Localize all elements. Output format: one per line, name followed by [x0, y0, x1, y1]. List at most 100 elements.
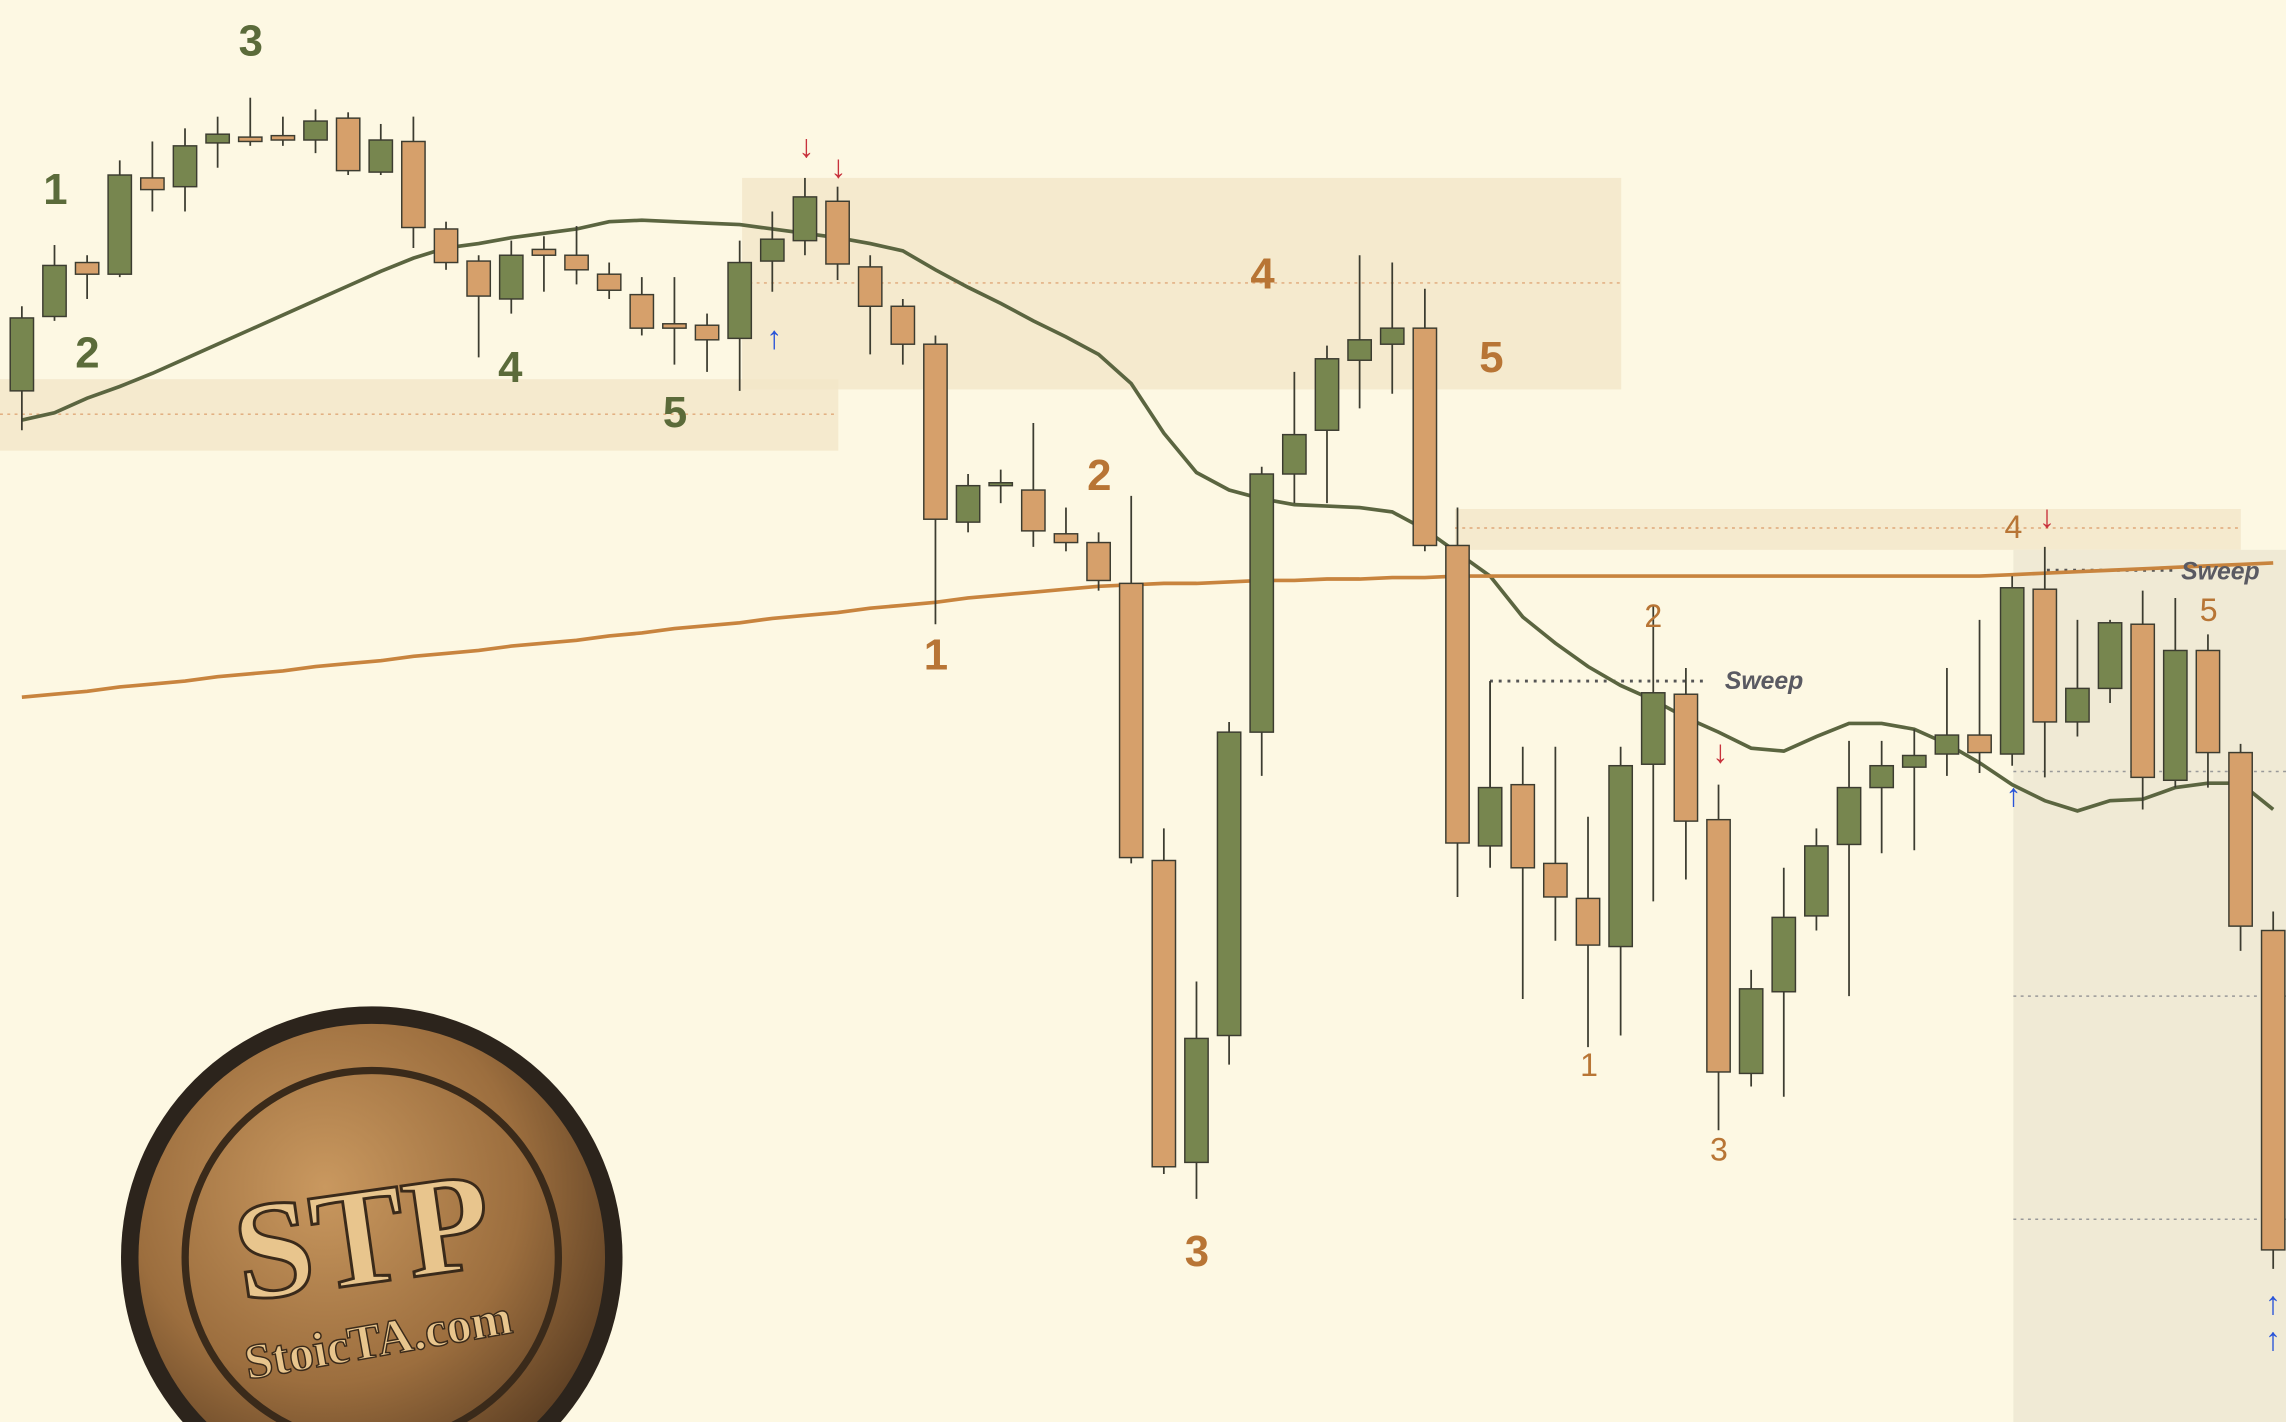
candle-body	[1281, 433, 1307, 475]
zones	[0, 177, 2286, 1422]
annotation: ↓	[2039, 499, 2055, 535]
candle-body	[1510, 783, 1536, 869]
candle-body	[1804, 845, 1829, 917]
annotation: ↑	[2265, 1321, 2281, 1357]
candle-body	[1608, 764, 1634, 948]
candle-body	[2260, 929, 2286, 1251]
annotation: 2	[1087, 451, 1111, 500]
annotation: 5	[1479, 333, 1503, 382]
logo-ring	[181, 1066, 562, 1422]
candle-body	[1445, 544, 1470, 844]
candle-body	[1118, 582, 1144, 859]
candle-body	[1347, 339, 1373, 361]
candle-body	[1836, 786, 1862, 846]
candle-body	[1086, 541, 1111, 582]
candle-body	[988, 482, 1014, 487]
candle-body	[172, 145, 198, 188]
candle-body	[1575, 897, 1601, 946]
candle-body	[1673, 693, 1699, 822]
annotation: 2	[1644, 598, 1662, 634]
candle-body	[433, 228, 459, 264]
annotation: Sweep	[1725, 668, 1803, 695]
candle-body	[1379, 327, 1405, 345]
candle-body	[1967, 734, 1992, 754]
moving-average	[21, 218, 2275, 813]
annotation: 1	[1580, 1047, 1598, 1083]
candle-body	[1412, 327, 1438, 547]
candle-body	[1314, 358, 1340, 431]
candle-body	[662, 323, 687, 329]
candle-body	[1184, 1037, 1209, 1164]
zone	[1454, 509, 2241, 550]
candle-body	[792, 196, 818, 242]
candle-body	[2228, 751, 2253, 927]
candle-body	[1216, 731, 1242, 1037]
candle-body	[1249, 473, 1275, 733]
annotation: 2	[75, 328, 99, 377]
logo-coin	[138, 1023, 605, 1422]
candle-body	[694, 324, 720, 341]
logo-title: STP	[225, 1142, 501, 1331]
annotation: ↑	[2005, 777, 2021, 813]
candle-body	[596, 273, 622, 291]
candle-body	[139, 177, 165, 191]
candle-body	[1771, 916, 1797, 993]
annotation: Sweep	[2181, 559, 2259, 586]
candle-body	[1738, 988, 1764, 1075]
candle-body	[1901, 754, 1927, 768]
candle-body	[564, 254, 589, 271]
candle-body	[2032, 588, 2058, 723]
candle-body	[1477, 786, 1503, 847]
candle-body	[727, 261, 753, 340]
annotation: ↑	[766, 319, 782, 355]
candle-body	[1706, 818, 1731, 1073]
annotation: 4	[1250, 250, 1275, 299]
candle-body	[2162, 649, 2188, 782]
candle-body	[1934, 734, 1960, 755]
annotation: ↓	[798, 128, 814, 164]
candle-body	[531, 248, 557, 256]
candle-body	[74, 261, 100, 275]
candle-body	[825, 200, 850, 265]
candle-body	[890, 305, 916, 345]
annotation: 3	[239, 16, 263, 65]
candle-body	[1869, 764, 1895, 789]
logo: STP StoicTA.com	[121, 1006, 623, 1422]
candle-body	[1053, 533, 1079, 544]
candle-body	[857, 266, 883, 308]
candle-body	[303, 120, 328, 141]
candle-body	[9, 317, 35, 392]
annotation: 4	[2004, 509, 2022, 545]
annotation: 3	[1185, 1227, 1209, 1276]
candle-body	[1640, 692, 1666, 765]
candle-body	[2097, 622, 2123, 690]
candle-body	[237, 136, 263, 143]
candle-body	[42, 264, 67, 318]
annotation: 5	[2200, 592, 2218, 628]
candle-body	[629, 293, 655, 329]
candle-body	[335, 117, 361, 172]
moving-average	[21, 561, 2274, 699]
candle-body	[1020, 489, 1046, 532]
candle-body	[923, 343, 948, 520]
annotation: ↑	[2265, 1285, 2281, 1321]
candle-body	[107, 174, 133, 275]
candle-body	[1151, 859, 1177, 1168]
candle-body	[1542, 862, 1568, 898]
candle-body	[2065, 687, 2090, 723]
candle-body	[2195, 649, 2221, 754]
candle-body	[466, 260, 492, 297]
annotation: 3	[1710, 1132, 1728, 1168]
candle-body	[2130, 623, 2156, 779]
annotation: ↓	[1712, 733, 1728, 769]
annotation: 4	[498, 343, 523, 392]
candle-body	[270, 134, 296, 141]
candle-body	[205, 133, 231, 144]
annotation: 5	[663, 388, 687, 437]
candle-body	[401, 140, 426, 229]
candle-body	[955, 484, 981, 523]
candle-body	[759, 238, 785, 262]
annotation: 1	[924, 630, 948, 679]
